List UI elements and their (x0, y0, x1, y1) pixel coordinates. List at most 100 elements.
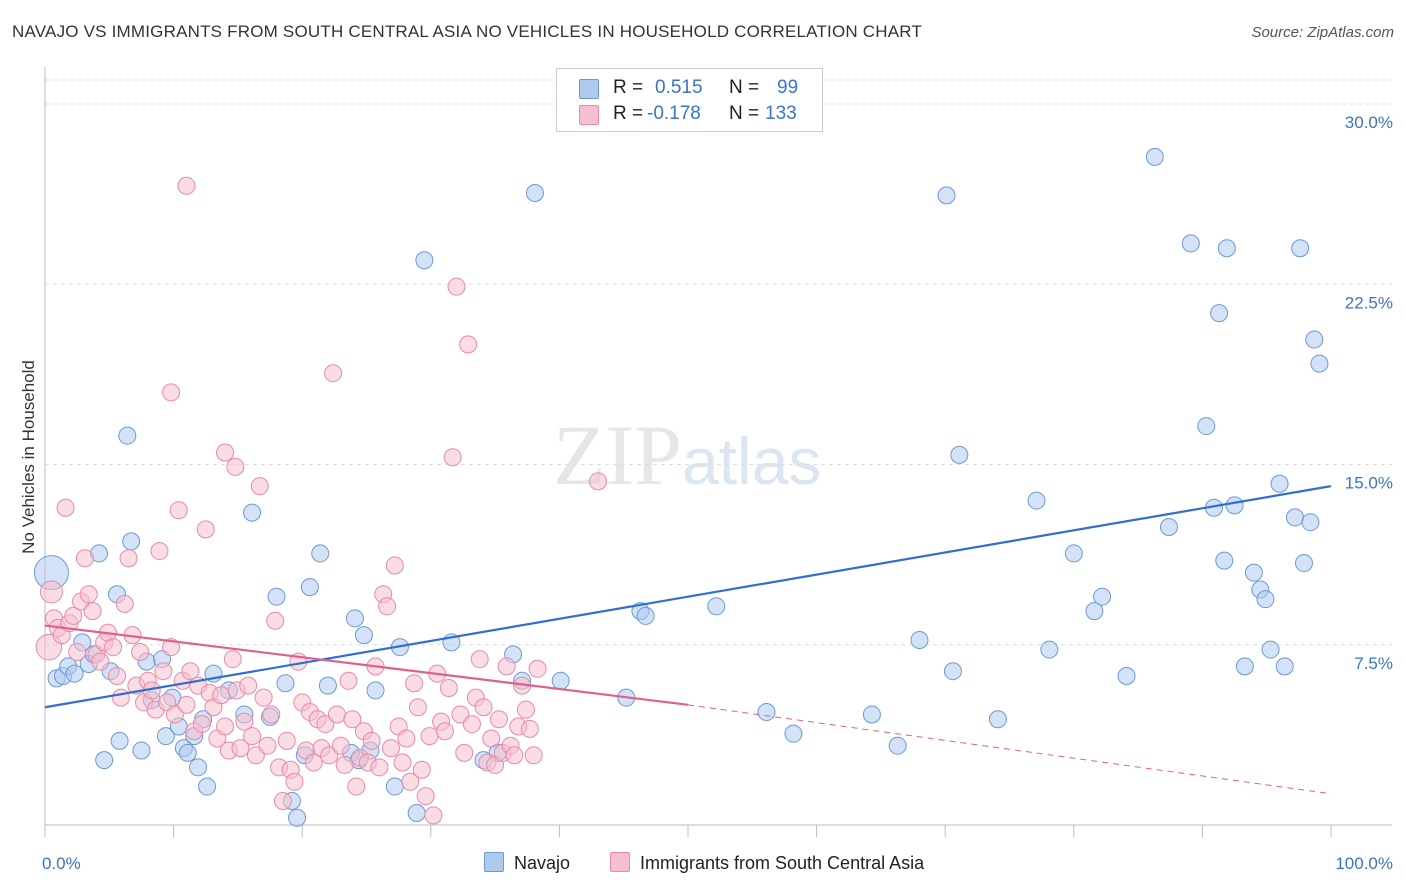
asia-point (154, 662, 173, 681)
asia-point (451, 705, 470, 724)
x-tick-label: 100.0% (1335, 854, 1393, 873)
asia-point (115, 594, 134, 613)
trend-lines (44, 485, 1332, 795)
navajo-point (267, 587, 286, 606)
asia-point (235, 712, 254, 731)
watermark-atlas: atlas (682, 424, 822, 498)
x-tick-label: 0.0% (42, 854, 81, 873)
navajo-point (1235, 657, 1254, 676)
navajo-point (311, 544, 330, 563)
asia-point (439, 679, 458, 698)
navajo-point (1085, 602, 1104, 621)
legend-r-label: R = (613, 103, 644, 124)
asia-point (331, 736, 350, 755)
asia-point (111, 688, 130, 707)
legend-r-value: -0.178 (647, 103, 701, 124)
y-tick-label: 30.0% (1345, 113, 1393, 132)
navajo-point (1244, 563, 1263, 582)
bottom-legend-swatch-asia (610, 852, 630, 872)
legend-n-value: 133 (765, 103, 797, 124)
legend-r-label: R = (613, 77, 644, 98)
asia-point (497, 657, 516, 676)
asia-point (216, 717, 235, 736)
asia-point (416, 787, 435, 806)
navajo-point (318, 676, 337, 695)
navajo-point (943, 662, 962, 681)
y-axis-label: No Vehicles in Household (19, 360, 38, 554)
bottom-legend-label-asia: Immigrants from South Central Asia (640, 853, 925, 873)
asia-point (327, 705, 346, 724)
asia-point (83, 602, 102, 621)
asia-point (489, 710, 508, 729)
asia-point (196, 520, 215, 539)
asia-point (266, 611, 285, 630)
navajo-point (95, 751, 114, 770)
asia-point (75, 549, 94, 568)
asia-point (262, 705, 281, 724)
bottom-legend-navajo: Navajo (484, 852, 570, 874)
asia-point (455, 743, 474, 762)
navajo-point (1261, 640, 1280, 659)
asia-point (474, 698, 493, 717)
asia-point (435, 722, 454, 741)
navajo-point (276, 674, 295, 693)
asia-point (162, 383, 181, 402)
asia-point (588, 472, 607, 491)
navajo-point (300, 578, 319, 597)
axes (44, 67, 1392, 837)
asia-point (177, 695, 196, 714)
navajo-point (757, 703, 776, 722)
asia-point (393, 753, 412, 772)
series-navajo (33, 147, 1329, 827)
asia-point (64, 606, 83, 625)
navajo-point (1215, 551, 1234, 570)
asia-point (397, 729, 416, 748)
asia-point (381, 739, 400, 758)
asia-point (339, 671, 358, 690)
asia-point (119, 549, 138, 568)
navajo-point (178, 743, 197, 762)
navajo-point (156, 727, 175, 746)
asia-point (250, 477, 269, 496)
y-tick-label: 7.5% (1354, 654, 1393, 673)
asia-point (177, 176, 196, 195)
asia-point (516, 700, 535, 719)
navajo-point (366, 681, 385, 700)
navajo-point (1275, 657, 1294, 676)
asia-point (362, 731, 381, 750)
navajo-point (65, 664, 84, 683)
asia-point (169, 501, 188, 520)
asia-point (347, 777, 366, 796)
asia-point (108, 667, 127, 685)
asia-point (150, 542, 169, 561)
navajo-point (243, 503, 262, 522)
asia-point (68, 642, 87, 661)
asia-point (91, 652, 110, 671)
asia-point (370, 758, 389, 777)
navajo-point (354, 626, 373, 645)
bottom-legend-label-navajo: Navajo (514, 853, 571, 873)
asia-point (482, 729, 501, 748)
asia-point (505, 746, 524, 765)
asia-point (459, 335, 478, 354)
navajo-point (1310, 354, 1329, 373)
asia-point (520, 719, 539, 738)
navajo-point (888, 736, 907, 755)
navajo-point (1305, 330, 1324, 349)
asia-point (162, 638, 181, 657)
navajo-point (551, 671, 570, 690)
navajo-point (988, 710, 1007, 729)
asia-point (524, 746, 543, 765)
asia-point (181, 662, 200, 681)
navajo-point (1064, 544, 1083, 563)
asia-point (246, 746, 265, 765)
y-tick-label: 22.5% (1345, 293, 1393, 312)
navajo-point (910, 630, 929, 649)
asia-point (385, 556, 404, 575)
navajo-point (1270, 474, 1289, 493)
asia-point (231, 739, 250, 758)
asia-point (216, 443, 235, 462)
chart-title: NAVAJO VS IMMIGRANTS FROM SOUTH CENTRAL … (12, 22, 923, 41)
navajo-point (1291, 239, 1310, 258)
